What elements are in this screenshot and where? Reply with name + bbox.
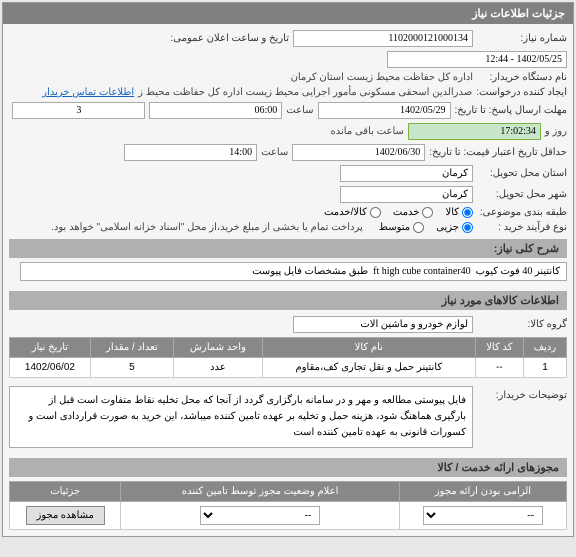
- permit-required-select[interactable]: --: [423, 506, 543, 525]
- permits-header-row: الزامی بودن ارائه مجوز اعلام وضعیت مجوز …: [10, 482, 567, 502]
- row-creator: ایجاد کننده درخواست: صدرالدین اسحقی مسکو…: [9, 87, 567, 98]
- td-permit-status: --: [121, 502, 400, 530]
- radio-joozi-label: جزیی: [436, 222, 459, 233]
- remain-label: ساعت باقی مانده: [331, 126, 404, 137]
- permits-row: -- -- مشاهده مجوز: [10, 502, 567, 530]
- panel-title: جزئیات اطلاعات نیاز: [3, 3, 573, 24]
- category-radio-group: کالا خدمت کالا/خدمت: [324, 207, 473, 218]
- radio-kala-khadamat-input[interactable]: [370, 207, 381, 218]
- row-province: استان محل تحویل:: [9, 165, 567, 182]
- org-value: اداره کل حفاظت محیط زیست استان کرمان: [291, 72, 473, 83]
- th-qty: تعداد / مقدار: [90, 338, 173, 358]
- summary-header: شرح کلی نیاز:: [9, 239, 567, 258]
- th-permit-details: جزئیات: [10, 482, 121, 502]
- td-row: 1: [524, 358, 567, 378]
- province-field[interactable]: [340, 165, 473, 182]
- announce-field[interactable]: [387, 51, 567, 68]
- row-city: شهر محل تحویل:: [9, 186, 567, 203]
- process-note: پرداخت تمام یا بخشی از مبلغ خرید،از محل …: [51, 222, 363, 233]
- td-permit-required: --: [399, 502, 566, 530]
- td-qty: 5: [90, 358, 173, 378]
- row-org: نام دستگاه خریدار: اداره کل حفاظت محیط ز…: [9, 72, 567, 83]
- province-label: استان محل تحویل:: [477, 168, 567, 179]
- radio-kala[interactable]: کالا: [445, 207, 473, 218]
- city-field[interactable]: [340, 186, 473, 203]
- permit-status-select[interactable]: --: [200, 506, 320, 525]
- radio-motavasset-label: متوسط: [379, 222, 410, 233]
- remain-time-field: [408, 123, 541, 140]
- radio-motavasset[interactable]: متوسط: [379, 222, 424, 233]
- permits-table: الزامی بودن ارائه مجوز اعلام وضعیت مجوز …: [9, 481, 567, 530]
- days-field[interactable]: [12, 102, 145, 119]
- row-deadline: مهلت ارسال پاسخ: تا تاریخ: ساعت روز و سا…: [9, 102, 567, 140]
- radio-joozi[interactable]: جزیی: [436, 222, 473, 233]
- table-row: 1 -- کانتینر حمل و نقل تجاری کف،مقاوم عد…: [10, 358, 567, 378]
- deadline-time-field[interactable]: [149, 102, 282, 119]
- contact-link[interactable]: اطلاعات تماس خریدار: [42, 87, 134, 98]
- row-buyer-notes: توضیحات خریدار: فایل پیوستی مطالعه و مهر…: [9, 386, 567, 448]
- th-code: کد کالا: [475, 338, 523, 358]
- td-code: --: [475, 358, 523, 378]
- row-goods-group: گروه کالا:: [9, 316, 567, 333]
- city-label: شهر محل تحویل:: [477, 189, 567, 200]
- process-radio-group: جزیی متوسط: [379, 222, 473, 233]
- th-permit-status: اعلام وضعیت مجوز توسط تامین کننده: [121, 482, 400, 502]
- th-unit: واحد شمارش: [173, 338, 262, 358]
- day-label: روز و: [545, 126, 567, 137]
- need-number-label: شماره نیاز:: [477, 33, 567, 44]
- radio-kala-input[interactable]: [462, 207, 473, 218]
- category-label: طبقه بندی موضوعی:: [477, 207, 567, 218]
- row-validity: حداقل تاریخ اعتبار قیمت: تا تاریخ: ساعت: [9, 144, 567, 161]
- td-date: 1402/06/02: [10, 358, 91, 378]
- process-label: نوع فرآیند خرید :: [477, 222, 567, 233]
- table-header-row: ردیف کد کالا نام کالا واحد شمارش تعداد /…: [10, 338, 567, 358]
- deadline-date-field[interactable]: [318, 102, 451, 119]
- announce-label: تاریخ و ساعت اعلان عمومی:: [149, 33, 289, 44]
- radio-kala-khadamat-label: کالا/خدمت: [324, 207, 367, 218]
- row-process: نوع فرآیند خرید : جزیی متوسط پرداخت تمام…: [9, 222, 567, 233]
- radio-joozi-input[interactable]: [462, 222, 473, 233]
- goods-table: ردیف کد کالا نام کالا واحد شمارش تعداد /…: [9, 337, 567, 378]
- panel-body: شماره نیاز: تاریخ و ساعت اعلان عمومی: نا…: [3, 24, 573, 536]
- radio-kala-khadamat[interactable]: کالا/خدمت: [324, 207, 381, 218]
- radio-kala-label: کالا: [445, 207, 459, 218]
- validity-date-field[interactable]: [292, 144, 425, 161]
- th-row: ردیف: [524, 338, 567, 358]
- need-number-field[interactable]: [293, 30, 473, 47]
- org-label: نام دستگاه خریدار:: [477, 72, 567, 83]
- td-unit: عدد: [173, 358, 262, 378]
- time-label-2: ساعت: [261, 147, 288, 158]
- row-category: طبقه بندی موضوعی: کالا خدمت کالا/خدمت: [9, 207, 567, 218]
- row-need-number: شماره نیاز: تاریخ و ساعت اعلان عمومی:: [9, 30, 567, 68]
- deadline-label: مهلت ارسال پاسخ: تا تاریخ:: [455, 105, 567, 116]
- radio-khadamat[interactable]: خدمت: [393, 207, 434, 218]
- view-permit-button[interactable]: مشاهده مجوز: [26, 506, 105, 525]
- radio-khadamat-label: خدمت: [393, 207, 420, 218]
- radio-motavasset-input[interactable]: [413, 222, 424, 233]
- radio-khadamat-input[interactable]: [422, 207, 433, 218]
- goods-group-field[interactable]: [293, 316, 473, 333]
- th-name: نام کالا: [262, 338, 475, 358]
- validity-label: حداقل تاریخ اعتبار قیمت: تا تاریخ:: [429, 147, 567, 158]
- creator-value: صدرالدین اسحقی مسکونی مأمور اجرایی محیط …: [138, 87, 472, 98]
- main-panel: جزئیات اطلاعات نیاز شماره نیاز: تاریخ و …: [2, 2, 574, 537]
- buyer-notes-label: توضیحات خریدار:: [477, 386, 567, 401]
- validity-time-field[interactable]: [124, 144, 257, 161]
- time-label-1: ساعت: [286, 105, 313, 116]
- summary-box: [9, 258, 567, 285]
- td-name: کانتینر حمل و نقل تجاری کف،مقاوم: [262, 358, 475, 378]
- goods-group-label: گروه کالا:: [477, 319, 567, 330]
- permits-header: مجوزهای ارائه خدمت / کالا: [9, 458, 567, 477]
- buyer-notes-box: فایل پیوستی مطالعه و مهر و در سامانه بار…: [9, 386, 473, 448]
- th-date: تاریخ نیاز: [10, 338, 91, 358]
- th-permit-required: الزامی بودن ارائه مجوز: [399, 482, 566, 502]
- creator-label: ایجاد کننده درخواست:: [476, 87, 567, 98]
- summary-field[interactable]: [20, 262, 567, 281]
- goods-header: اطلاعات کالاهای مورد نیاز: [9, 291, 567, 310]
- td-permit-details: مشاهده مجوز: [10, 502, 121, 530]
